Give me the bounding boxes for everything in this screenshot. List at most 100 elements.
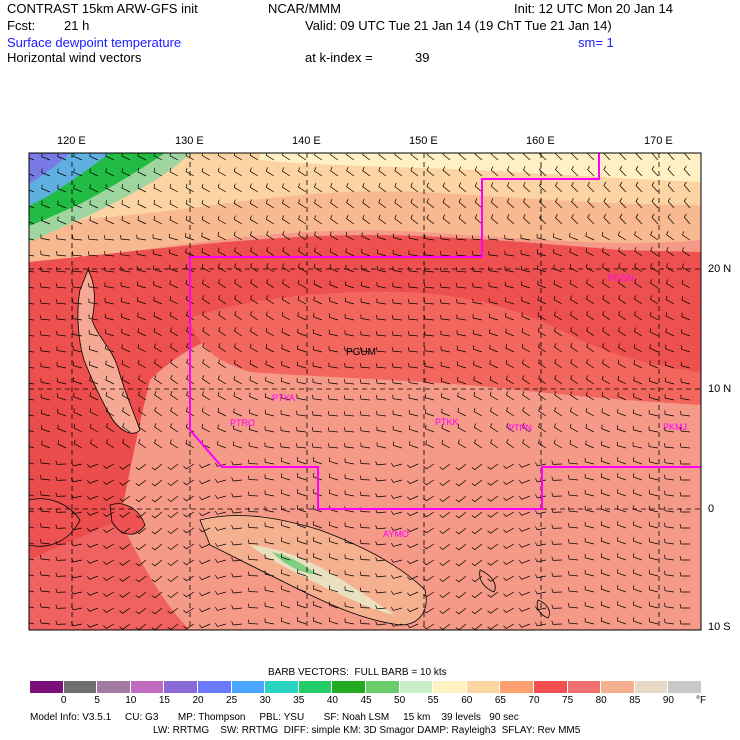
wind-barb bbox=[41, 153, 51, 161]
wind-barb bbox=[679, 492, 690, 497]
wind-barb bbox=[360, 298, 371, 305]
wind-barb bbox=[506, 182, 515, 193]
wind-barb bbox=[297, 552, 307, 561]
wind-barb bbox=[88, 298, 99, 305]
wind-barb bbox=[199, 591, 211, 597]
colorbar-cell bbox=[668, 681, 702, 693]
wind-barb bbox=[538, 423, 547, 433]
wind-barb bbox=[679, 556, 690, 561]
wind-barb bbox=[29, 590, 35, 593]
wind-barb bbox=[313, 520, 323, 529]
wind-barb bbox=[506, 153, 515, 161]
wind-barb bbox=[231, 525, 243, 530]
wind-barb bbox=[40, 491, 51, 497]
wind-barb bbox=[281, 473, 291, 481]
wind-barb bbox=[119, 591, 131, 598]
wind-barb bbox=[87, 251, 99, 257]
wind-barb bbox=[441, 377, 451, 385]
vector-field-name: Horizontal wind vectors bbox=[7, 50, 142, 65]
wind-barb bbox=[518, 607, 531, 612]
wind-barb bbox=[231, 557, 243, 562]
wind-barb bbox=[56, 377, 67, 385]
wind-barb bbox=[571, 182, 579, 193]
wind-barb bbox=[265, 343, 275, 353]
colorbar-cell bbox=[30, 681, 64, 693]
wind-barb bbox=[569, 407, 579, 417]
wind-barb bbox=[103, 543, 115, 549]
wind-barb bbox=[250, 311, 259, 321]
wind-barb bbox=[681, 247, 691, 257]
wind-barb bbox=[199, 559, 211, 565]
wind-barb bbox=[106, 439, 115, 449]
wind-barb bbox=[619, 197, 627, 209]
wind-barb bbox=[489, 375, 499, 385]
wind-barb bbox=[679, 540, 690, 545]
wind-barb bbox=[518, 623, 531, 628]
colorbar-cell bbox=[63, 681, 98, 693]
wind-barb bbox=[40, 555, 51, 561]
wind-barb bbox=[472, 251, 483, 257]
wind-barb bbox=[249, 215, 259, 225]
wind-barb bbox=[121, 216, 131, 225]
wind-barb bbox=[551, 540, 563, 545]
wind-barb bbox=[298, 153, 307, 161]
wind-barb bbox=[518, 591, 531, 596]
wind-barb bbox=[455, 251, 467, 257]
wind-barb bbox=[601, 585, 611, 593]
wind-barb bbox=[664, 410, 675, 417]
wind-barb bbox=[41, 216, 51, 225]
wind-barb bbox=[218, 359, 227, 369]
wind-barb bbox=[119, 607, 131, 614]
wind-barb bbox=[457, 392, 467, 401]
wind-barb bbox=[585, 232, 595, 241]
wind-barb bbox=[29, 351, 35, 353]
wind-barb bbox=[29, 542, 35, 545]
wind-barb bbox=[587, 197, 595, 209]
wind-barb bbox=[648, 489, 659, 497]
wind-barb bbox=[247, 619, 259, 625]
wind-barb bbox=[217, 215, 227, 225]
wind-barb bbox=[504, 281, 515, 289]
wind-barb bbox=[680, 427, 691, 433]
island-solomons bbox=[536, 599, 550, 619]
wind-barb bbox=[407, 463, 419, 469]
wind-barb bbox=[407, 559, 419, 565]
wind-barb bbox=[505, 375, 515, 385]
wind-barb bbox=[601, 537, 611, 545]
wind-barb bbox=[151, 495, 163, 503]
wind-barb bbox=[376, 426, 387, 433]
wind-barb bbox=[407, 591, 419, 597]
wind-barb bbox=[265, 360, 275, 369]
wind-barb bbox=[40, 234, 51, 241]
wind-barb bbox=[504, 234, 515, 241]
wind-barb bbox=[57, 216, 67, 225]
wind-barb bbox=[392, 266, 403, 273]
wind-barb bbox=[601, 231, 611, 241]
wind-barb bbox=[247, 475, 259, 481]
wind-barb bbox=[571, 198, 579, 209]
wind-barb bbox=[103, 479, 115, 485]
wind-barb bbox=[57, 440, 67, 449]
sulawesi-landmass bbox=[109, 503, 146, 535]
wind-barb bbox=[618, 327, 627, 337]
wind-barb bbox=[344, 554, 355, 561]
wind-barb bbox=[167, 607, 179, 614]
wind-barb bbox=[29, 606, 35, 609]
wind-barb bbox=[520, 234, 531, 241]
wind-barb bbox=[666, 263, 675, 273]
wind-barb bbox=[426, 182, 435, 193]
wind-barb bbox=[55, 283, 67, 289]
wind-barb bbox=[103, 623, 115, 629]
wind-barb bbox=[473, 360, 483, 369]
wind-barb bbox=[376, 298, 387, 305]
wind-barb bbox=[375, 509, 387, 514]
wind-barb bbox=[313, 296, 323, 305]
wind-barb bbox=[535, 558, 547, 563]
wind-barb bbox=[584, 489, 595, 497]
wind-barb bbox=[602, 279, 611, 289]
wind-barb bbox=[378, 198, 387, 209]
wind-barb bbox=[183, 511, 195, 518]
wind-barb bbox=[664, 490, 675, 497]
wind-barb bbox=[40, 331, 51, 337]
wind-barb bbox=[250, 278, 259, 289]
